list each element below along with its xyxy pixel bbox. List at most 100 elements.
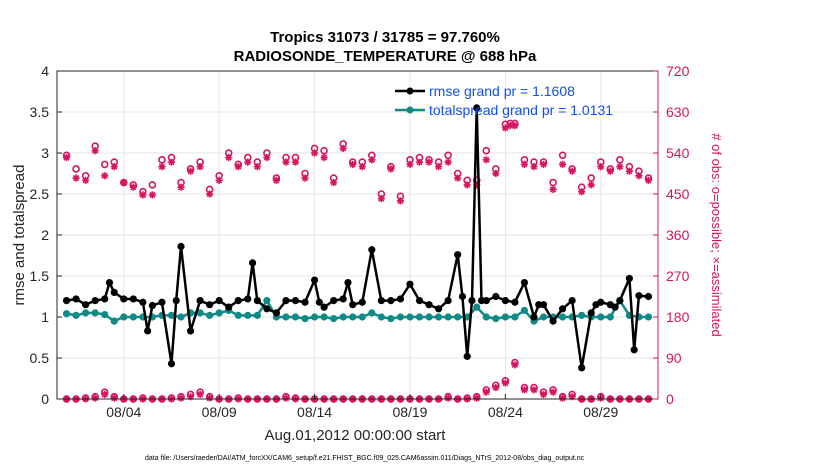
obs-assimilated-point [62, 153, 71, 162]
totalspread-point [282, 313, 290, 321]
y2-tick-label: 630 [666, 104, 690, 120]
obs-assimilated-point [225, 153, 233, 162]
rmse-point [120, 295, 128, 303]
rmse-point [148, 301, 156, 310]
obs-assimilated-point [330, 179, 338, 187]
totalspread-point [406, 313, 414, 321]
rmse-point [206, 301, 214, 309]
y2-tick-label: 90 [666, 350, 682, 366]
totalspread-point [425, 313, 433, 321]
totalspread-point [129, 313, 137, 321]
obs-assimilated-point [177, 394, 185, 402]
rmse-point [454, 251, 462, 259]
totalspread-point [492, 315, 500, 323]
obs-assimilated-point [511, 122, 519, 130]
obs-possible-point [148, 181, 157, 189]
y2-tick-label: 720 [666, 63, 690, 79]
totalspread-point [263, 297, 271, 305]
rmse-point [186, 327, 195, 335]
obs-assimilated-point [206, 394, 214, 402]
totalspread-point [578, 311, 586, 319]
obs-assimilated-point [482, 388, 490, 396]
totalspread-point [110, 317, 118, 325]
rmse-point [463, 352, 471, 360]
obs-assimilated-point [244, 158, 252, 166]
obs-assimilated-point [196, 163, 204, 171]
obs-assimilated-point [492, 169, 500, 178]
obs-assimilated-point [263, 153, 271, 162]
rmse-point [330, 297, 338, 305]
totalspread-point [539, 313, 548, 321]
x-tick-label: 08/14 [297, 404, 332, 420]
y-tick-label: 0.5 [30, 350, 50, 366]
obs-assimilated-point [291, 158, 300, 166]
obs-possible-point [587, 174, 596, 182]
totalspread-point [320, 313, 328, 321]
obs-assimilated-point [492, 384, 500, 392]
rmse-point [172, 297, 180, 305]
totalspread-point [511, 313, 519, 321]
totalspread-point [101, 310, 109, 319]
rmse-point [587, 309, 595, 317]
y2-tick-label: 270 [666, 268, 690, 284]
obs-assimilated-point [196, 390, 204, 399]
rmse-point [406, 280, 414, 288]
rmse-series [62, 104, 653, 372]
rmse-point [139, 298, 147, 306]
rmse-point [511, 298, 519, 306]
rmse-point [225, 303, 233, 311]
totalspread-point [358, 313, 366, 321]
obs-assimilated-point [129, 183, 137, 191]
legend: rmse grand pr = 1.1608 totalspread grand… [395, 83, 613, 118]
rmse-point [344, 278, 352, 287]
rmse-point [396, 295, 405, 303]
y-axis-left: 0 0.5 1 1.5 2 2.5 3 3.5 4 [30, 63, 62, 407]
rmse-point [248, 259, 257, 267]
obs-assimilated-point [377, 194, 385, 203]
rmse-point [62, 297, 71, 305]
rmse-point [434, 305, 443, 313]
rmse-point [129, 295, 137, 303]
obs-possible-point [444, 151, 452, 160]
rmse-point [549, 317, 557, 325]
obs-possible-point [158, 156, 166, 164]
obs-assimilated-point [597, 163, 605, 171]
obs-assimilated-point [101, 390, 109, 399]
totalspread-point [234, 311, 242, 319]
rmse-point [368, 246, 376, 254]
obs-assimilated-point [148, 191, 156, 199]
rmse-point [144, 327, 152, 335]
rmse-point [167, 360, 176, 368]
obs-assimilated-point [272, 176, 281, 184]
rmse-point [253, 297, 261, 305]
obs-assimilated-point [511, 361, 519, 369]
footnote: data file: /Users/raeder/DAI/ATM_forcXX/… [145, 455, 585, 462]
x-tick-label: 08/24 [488, 404, 523, 420]
rmse-point [291, 297, 300, 305]
totalspread-point [62, 310, 71, 318]
rmse-point [110, 288, 118, 296]
totalspread-point [520, 306, 529, 315]
obs-assimilated-point [101, 172, 109, 180]
totalspread-point [606, 313, 614, 321]
rmse-point [630, 346, 638, 354]
obs-assimilated-point [110, 163, 118, 171]
obs-assimilated-point [444, 394, 452, 402]
obs-assimilated-point [282, 158, 290, 166]
y-tick-label: 3 [41, 145, 49, 161]
totalspread-point [559, 313, 567, 321]
obs-assimilated-point [406, 160, 414, 168]
obs-assimilated-point [587, 181, 595, 189]
totalspread-point [644, 313, 653, 321]
obs-assimilated-point [644, 176, 653, 184]
rmse-point [320, 303, 328, 311]
obs-assimilated-point [530, 386, 538, 394]
totalspread-point [177, 313, 185, 321]
rmse-point [568, 297, 576, 305]
rmse-point [468, 297, 476, 305]
obs-possible-point [616, 156, 624, 164]
totalspread-point [387, 315, 395, 323]
totalspread-point [301, 315, 309, 323]
totalspread-point [444, 313, 452, 321]
